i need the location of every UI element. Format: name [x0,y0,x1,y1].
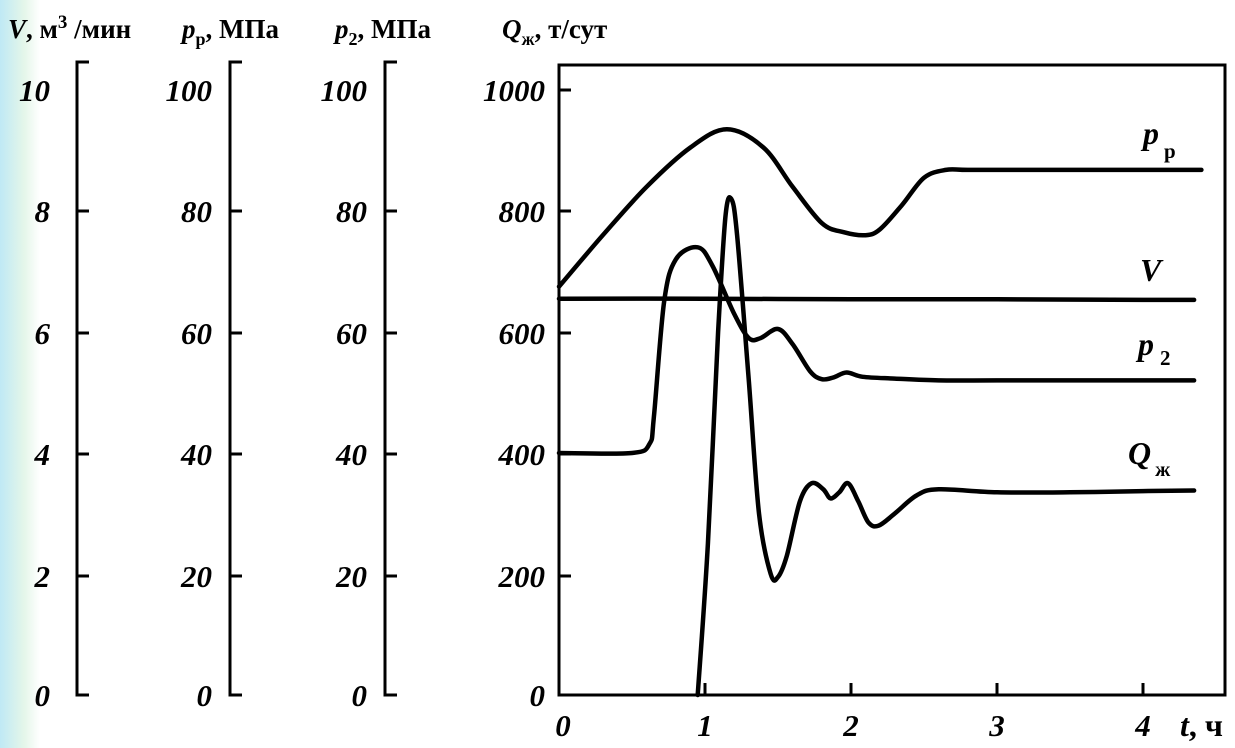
plot-frame [557,63,1227,697]
scale-q-tick: 800 [499,194,546,229]
x-tick-label: 3 [988,708,1005,743]
x-tick-label: 4 [1134,708,1151,743]
scale-pr-tick: 40 [180,437,212,472]
scale-axis-pr [228,60,242,697]
scale-axis-v-ticks [77,209,89,578]
x-tick-label: 1 [697,708,713,743]
scale-pr-labels: 100 80 60 40 20 0 [166,73,213,713]
scale-axis-v-spine [75,60,89,697]
x-tick-label: 2 [842,708,859,743]
scale-v-tick: 4 [34,437,51,472]
scale-q-tick: 1000 [483,73,545,108]
series-line-pr [556,127,1204,289]
scale-pr-tick: 60 [181,316,212,351]
scale-axis-pr-ticks [230,209,242,578]
header-pr-title: pр, МПа [180,14,280,49]
scale-p2-tick: 0 [352,678,368,713]
header-v-title: V, м3 /мин [8,12,131,44]
x-axis-labels: 0 1 2 3 4 [555,708,1151,743]
scale-v-tick: 0 [35,678,51,713]
scale-q-tick: 400 [498,437,546,472]
scale-p2-tick: 60 [336,316,367,351]
header-p2-title: p2, МПа [333,14,431,49]
scale-p2-tick: 40 [335,437,367,472]
scale-pr-tick: 20 [180,559,212,594]
header-q-title: Qж, т/сут [502,14,607,49]
series-line-p2 [556,244,1197,456]
series-line-v [556,296,1197,303]
series-layer [556,127,1204,698]
x-axis-title: t, ч [1180,707,1223,743]
scale-q-labels: 1000 800 600 400 200 0 [483,73,545,713]
scale-v-labels: 10 8 6 4 2 0 [19,73,51,713]
scale-q-tick: 600 [499,316,546,351]
plot-y-ticks [559,88,571,578]
scale-axis-v [75,60,89,697]
scale-pr-tick: 80 [181,194,212,229]
scale-v-tick: 2 [34,559,51,594]
line-label-v: V [1140,252,1164,288]
series-line-q [695,195,1197,698]
scale-q-tick: 200 [498,559,546,594]
scale-q-tick: 0 [530,678,546,713]
scale-p2-tick: 20 [335,559,367,594]
plot-x-ticks [703,683,1145,695]
left-edge-gradient [0,0,40,748]
scale-p2-tick: 100 [321,73,368,108]
scale-axis-p2 [383,60,397,697]
scale-v-tick: 10 [19,73,50,108]
scale-pr-tick: 100 [166,73,213,108]
scale-axis-pr-spine [228,60,242,697]
scale-axis-p2-ticks [385,209,397,578]
scale-v-tick: 6 [35,316,51,351]
scale-v-tick: 8 [35,194,51,229]
scale-p2-labels: 100 80 60 40 20 0 [321,73,368,713]
scale-pr-tick: 0 [197,678,213,713]
x-tick-label: 0 [555,708,571,743]
scale-axis-p2-spine [383,60,397,697]
scale-p2-tick: 80 [336,194,367,229]
